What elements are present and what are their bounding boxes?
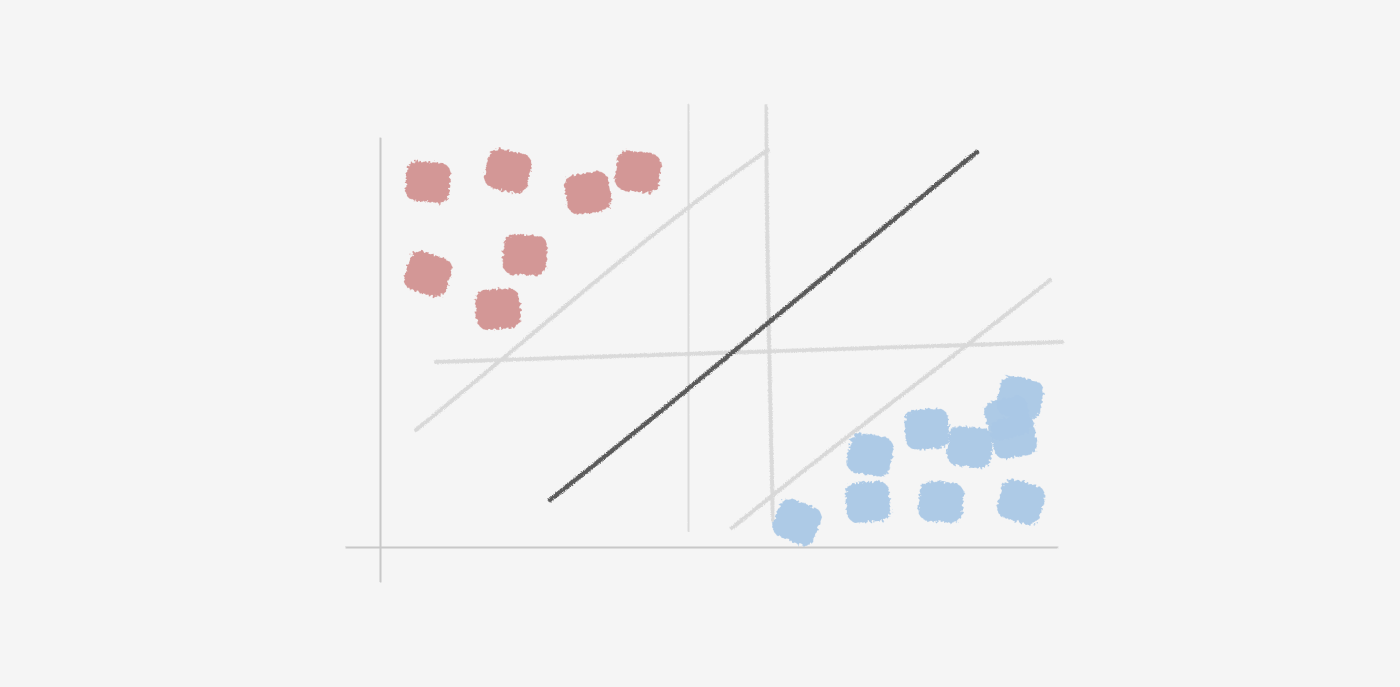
class-b-point [772,498,822,546]
class-b-point [947,425,993,469]
class-b-point [984,395,1032,441]
class-b-point [996,479,1046,525]
class-b-point [918,481,964,523]
decision-boundary [547,149,980,503]
class-a-point [564,171,612,215]
grid-layer [434,104,1064,532]
class-a-point [475,287,521,331]
class-a-point [615,150,661,194]
grid-vertical-line-1 [686,104,691,532]
decision-boundary-line [547,149,980,503]
y-axis [377,137,384,583]
class-a-point [502,234,548,276]
class-a-point [405,161,451,203]
class-a-point [403,251,453,297]
margin-lines [414,148,1052,530]
class-b-point [904,408,950,450]
grid-vertical-line-2 [764,104,775,522]
data-points [403,148,1046,546]
margin-line-lower [730,278,1052,530]
class-a-point [484,148,532,194]
class-b-point [845,480,891,524]
grid-horizontal-line [434,340,1064,364]
axes-layer [345,137,1059,583]
class-b-point [846,432,894,478]
x-axis [345,544,1059,551]
margin-line-upper [414,148,770,432]
